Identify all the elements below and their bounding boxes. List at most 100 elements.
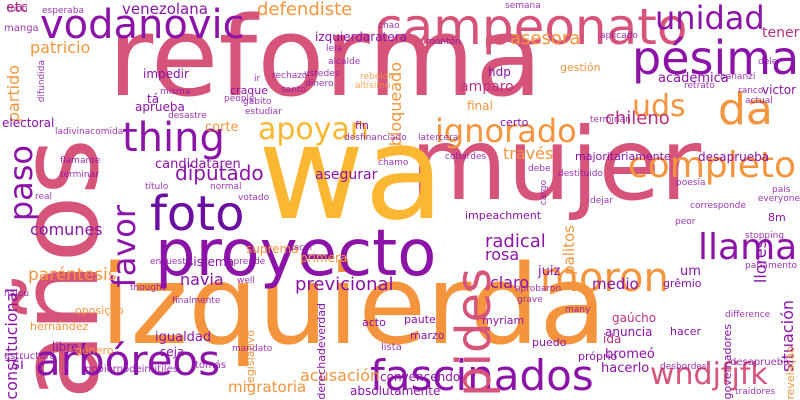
cloud-word: majoritariamente <box>575 150 671 163</box>
cloud-word: gênero <box>75 344 114 357</box>
cloud-word: 8m <box>768 211 786 224</box>
cloud-word: corte <box>205 120 239 135</box>
cloud-word: aplicado <box>600 31 638 41</box>
cloud-word: arbóreos <box>35 336 221 385</box>
cloud-word: defendiste <box>257 0 353 20</box>
cloud-word: completo <box>628 145 797 186</box>
cloud-word: izquierdaratera <box>315 30 407 44</box>
cloud-word: hacer <box>670 325 702 338</box>
cloud-word: izquierda <box>100 241 607 369</box>
cloud-word: vodanovic <box>40 2 245 48</box>
cloud-word: craque <box>230 84 269 97</box>
cloud-word: gabito <box>243 97 272 107</box>
cloud-word: marzo <box>410 329 445 342</box>
cloud-word: gobiernodeinutiles <box>85 364 178 375</box>
cloud-word: alcalde <box>328 57 361 67</box>
cloud-word: ustedes <box>304 69 340 79</box>
cloud-word: wa <box>258 97 444 249</box>
cloud-word: pésima <box>632 31 800 85</box>
cloud-word: impeachment <box>465 209 542 222</box>
cloud-word: mujer <box>410 106 702 223</box>
cloud-word: anuncia <box>605 325 653 339</box>
cloud-word: asesora <box>510 28 581 49</box>
cloud-word: people <box>224 94 255 104</box>
cloud-word: título <box>145 182 169 192</box>
cloud-word: patricio <box>30 38 91 57</box>
cloud-word: altísimo <box>355 81 391 91</box>
cloud-word: normal <box>210 182 242 192</box>
cloud-word: santo <box>281 85 306 95</box>
cloud-word: sacar <box>289 243 314 253</box>
cloud-word: estructura <box>4 351 56 362</box>
cloud-word: difference <box>725 310 771 320</box>
cloud-word: derechadeverdad <box>315 303 328 400</box>
cloud-word: paso <box>2 145 40 222</box>
cloud-word: difundida <box>37 60 47 103</box>
cloud-word: desfinanciado <box>344 133 407 143</box>
cloud-word: finalmente <box>172 296 221 306</box>
cloud-word: gestión <box>560 61 601 74</box>
cloud-word: tudo <box>7 4 28 14</box>
cloud-word: wndjfjfk <box>650 357 768 392</box>
cloud-word: próprio <box>578 350 618 363</box>
cloud-word: dinero <box>305 79 334 89</box>
cloud-word: retrato <box>684 81 715 91</box>
cloud-word: seja <box>160 345 185 359</box>
cloud-word: poesía <box>676 178 706 188</box>
cloud-word: etc <box>6 0 28 16</box>
cloud-word: académica <box>658 71 729 86</box>
cloud-word: tener <box>762 25 800 41</box>
cloud-word: través <box>503 144 554 163</box>
cloud-word: cargo <box>539 180 549 206</box>
cloud-word: aprueba <box>135 100 185 114</box>
cloud-word: grave <box>517 295 543 305</box>
cloud-word: terminar <box>60 170 99 180</box>
cloud-word: comunes <box>30 220 103 239</box>
cloud-word: debe <box>528 164 551 174</box>
cloud-word: manga <box>4 23 39 34</box>
cloud-word: paute <box>404 313 436 326</box>
cloud-word: puedo <box>532 336 567 349</box>
cloud-word: gaúcho <box>612 311 657 325</box>
cloud-word: misma <box>160 87 191 97</box>
cloud-word: claro <box>490 273 530 292</box>
cloud-word: ladivinacomida <box>55 127 124 137</box>
cloud-word: da <box>718 84 773 135</box>
cloud-word: unidad <box>655 0 765 37</box>
cloud-word: hdp <box>488 65 511 79</box>
cloud-word: legislativo <box>244 330 257 386</box>
cloud-word: lista <box>381 342 402 353</box>
cloud-word: venezolana <box>122 0 208 18</box>
cloud-word: moron <box>540 255 669 301</box>
cloud-word: corresponde <box>690 201 746 211</box>
cloud-word: país <box>772 185 791 195</box>
cloud-word: primera <box>300 251 348 265</box>
cloud-word: mandato <box>232 344 273 354</box>
cloud-word: absolutamente <box>350 384 441 398</box>
cloud-word: libre <box>52 340 79 354</box>
cloud-word: radical <box>485 231 546 252</box>
cloud-word: chao <box>378 21 400 31</box>
cloud-word: ida <box>603 332 622 346</box>
cloud-word: encuesta <box>150 257 192 267</box>
cloud-word: stopping <box>745 231 785 241</box>
cloud-word: destituido <box>558 169 603 179</box>
cloud-word: fin <box>355 119 369 132</box>
cloud-word: acusación <box>300 366 381 385</box>
cloud-word: partido <box>4 65 23 123</box>
cloud-word: tá <box>147 92 160 106</box>
cloud-word: bromeó <box>605 347 655 362</box>
cloud-word: constitucional <box>2 288 21 400</box>
cloud-word: igualdad <box>155 330 212 345</box>
cloud-word: asegurar <box>315 167 378 183</box>
cloud-word: traidores <box>735 387 776 397</box>
cloud-word: ir <box>254 74 261 84</box>
cloud-word: final <box>467 99 493 113</box>
cloud-word: dejar <box>590 196 613 206</box>
cloud-word: everyone <box>757 194 800 204</box>
cloud-word: actual <box>745 96 773 106</box>
cloud-word: si <box>12 355 24 373</box>
cloud-word: apoyan <box>258 112 369 147</box>
cloud-word: rechazo <box>272 71 308 81</box>
cloud-word: oposição <box>75 304 124 317</box>
